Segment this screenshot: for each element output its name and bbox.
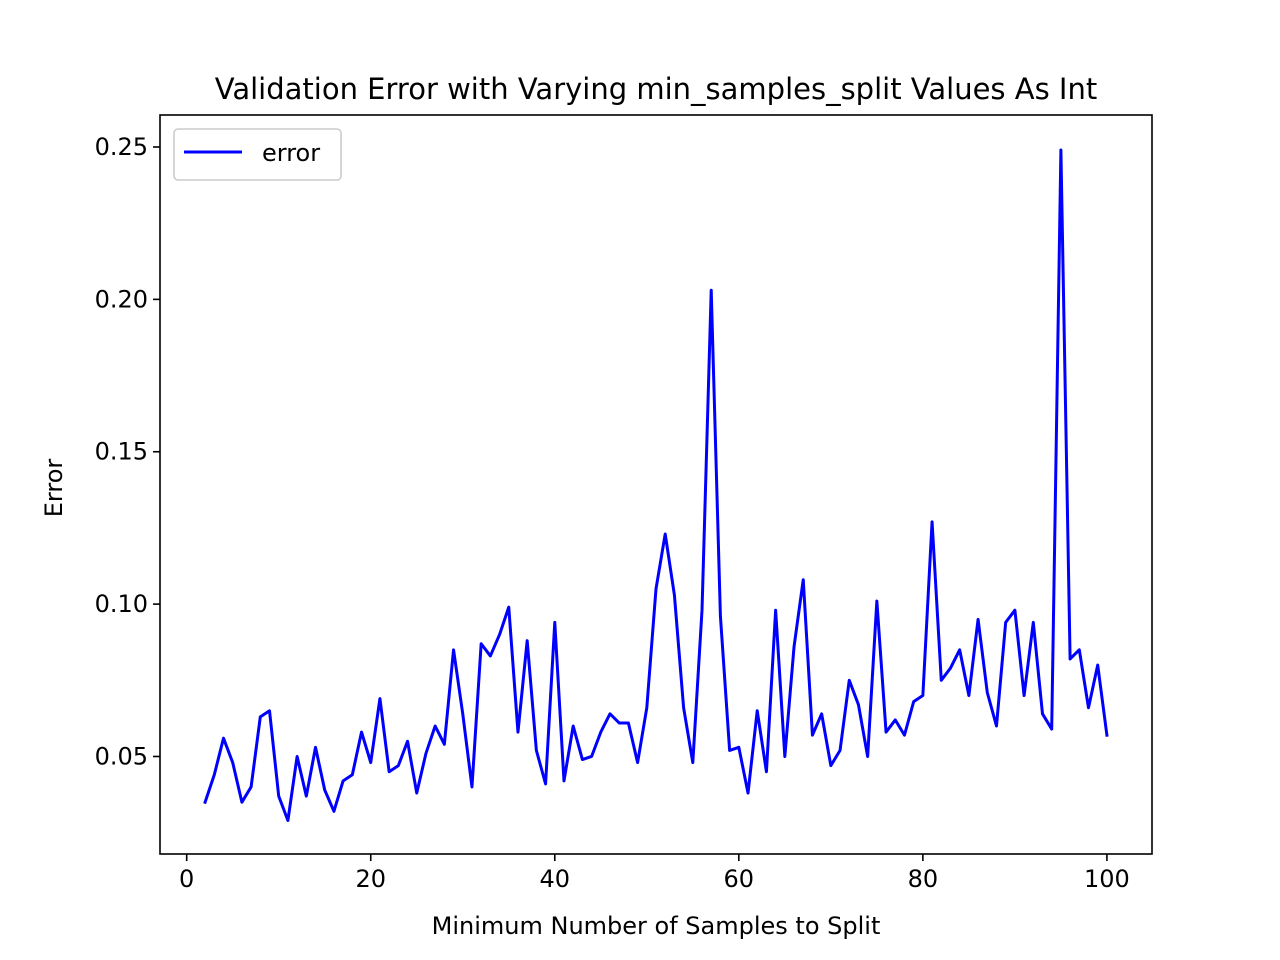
- x-tick-label: 100: [1084, 865, 1130, 893]
- chart-title: Validation Error with Varying min_sample…: [215, 72, 1097, 106]
- x-tick-label: 40: [540, 865, 571, 893]
- axes-frame: [159, 114, 1153, 855]
- y-tick-label: 0.05: [95, 742, 148, 770]
- plot-area: 0 20 40 60 80 100 0.05 0.10 0.15 0.20 0.25: [95, 114, 1153, 893]
- y-tick-label: 0.25: [95, 133, 148, 161]
- y-tick-label: 0.15: [95, 438, 148, 466]
- legend: error: [173, 128, 342, 181]
- series-layer: [203, 148, 1109, 822]
- x-axis-label: Minimum Number of Samples to Split: [432, 912, 881, 940]
- y-axis-ticks: 0.05 0.10 0.15 0.20 0.25: [95, 133, 160, 770]
- legend-label-error: error: [262, 139, 320, 167]
- legend-frame: [173, 128, 342, 181]
- x-tick-label: 80: [908, 865, 939, 893]
- y-axis-label: Error: [40, 459, 68, 518]
- x-axis-ticks: 0 20 40 60 80 100: [179, 854, 1130, 893]
- series-line-error: [203, 148, 1109, 822]
- axes-background: [160, 115, 1152, 854]
- y-tick-label: 0.20: [95, 285, 148, 313]
- y-tick-label: 0.10: [95, 590, 148, 618]
- x-tick-label: 0: [179, 865, 194, 893]
- x-tick-label: 60: [724, 865, 755, 893]
- x-tick-label: 20: [355, 865, 386, 893]
